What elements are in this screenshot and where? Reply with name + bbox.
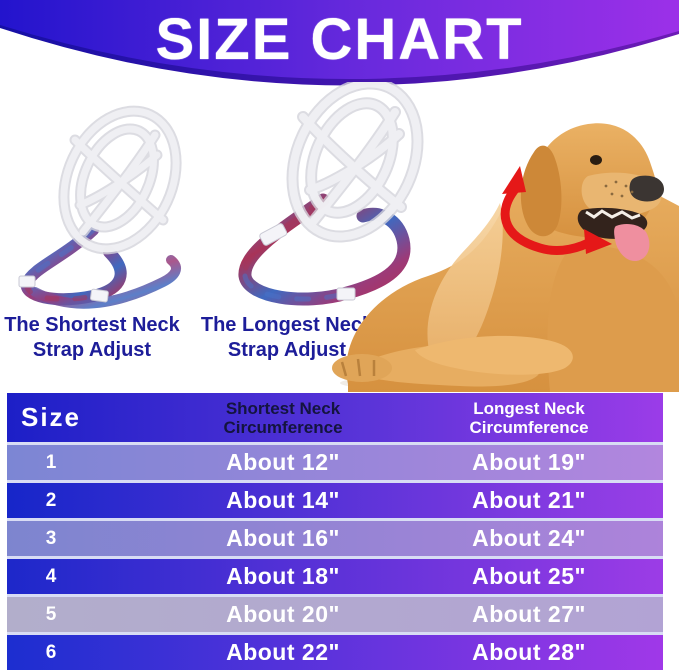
size-chart-title: SIZE CHART (155, 7, 524, 72)
size-cell: 2 (45, 489, 57, 511)
col-header-longest: Longest Neck Circumference (395, 393, 663, 442)
longest-cell: About 24" (472, 525, 586, 551)
dog-tongue (614, 224, 650, 262)
table-row: 1 About 12" About 19" (7, 442, 663, 480)
dog-paw (332, 354, 392, 382)
longest-cell: About 28" (472, 639, 586, 665)
muzzle-long-label-line1: The Longest Neck (200, 314, 374, 336)
shortest-cell: About 20" (226, 601, 340, 627)
col-header-longest-line1: Longest Neck (473, 398, 585, 418)
dog-photo (332, 123, 679, 392)
col-header-longest-line2: Circumference (469, 417, 589, 437)
snout-dots (604, 180, 634, 198)
banner-curve (0, 0, 679, 86)
muzzle-short-label-line1: The Shortest Neck (4, 314, 180, 336)
dog-head (520, 123, 664, 262)
table-row: 5 About 20" About 27" (7, 594, 663, 632)
strap-buckles (18, 275, 109, 303)
muzzle-short-label-line2: Strap Adjust (32, 339, 152, 361)
table-row: 3 About 16" About 24" (7, 518, 663, 556)
col-header-size: Size (20, 402, 82, 432)
longest-cell: About 25" (472, 563, 586, 589)
shortest-cell: About 12" (226, 449, 340, 475)
muzzle-short-label: The Shortest Neck Strap Adjust (3, 313, 181, 363)
shortest-cell: About 14" (226, 487, 340, 513)
col-header-shortest-line1: Shortest Neck (225, 398, 341, 418)
shortest-cell: About 22" (226, 639, 340, 665)
size-cell: 5 (45, 603, 57, 625)
muzzle-short-strap-image (18, 105, 182, 309)
strap-buckles (259, 223, 356, 301)
size-table: Size Shortest Neck Circumference Longest… (7, 393, 663, 670)
size-cell: 6 (45, 641, 57, 663)
muzzle-cage (286, 82, 424, 243)
col-header-shortest: Shortest Neck Circumference (102, 393, 464, 442)
shortest-cell: About 18" (226, 563, 340, 589)
table-row: 4 About 18" About 25" (7, 556, 663, 594)
dog-nose (629, 175, 664, 202)
muzzle-cage (58, 105, 182, 255)
table-row: 6 About 22" About 28" (7, 632, 663, 670)
table-row: 2 About 14" About 21" (7, 480, 663, 518)
dog-eye (590, 155, 602, 165)
size-chart-banner: SIZE CHART (0, 0, 679, 96)
size-cell: 4 (45, 565, 57, 587)
longest-cell: About 19" (472, 449, 586, 475)
col-header-shortest-line2: Circumference (223, 417, 343, 437)
shortest-cell: About 16" (226, 525, 340, 551)
muzzle-long-strap-image (238, 82, 424, 306)
muzzle-long-label-line2: Strap Adjust (227, 339, 347, 361)
size-table-header: Size Shortest Neck Circumference Longest… (7, 393, 663, 442)
longest-cell: About 27" (472, 601, 586, 627)
size-cell: 3 (45, 527, 57, 549)
muzzle-long-label: The Longest Neck Strap Adjust (193, 313, 381, 363)
longest-cell: About 21" (472, 487, 586, 513)
neck-measure-arrow-icon (500, 166, 612, 255)
dog-ear (520, 145, 562, 237)
size-cell: 1 (45, 451, 57, 473)
